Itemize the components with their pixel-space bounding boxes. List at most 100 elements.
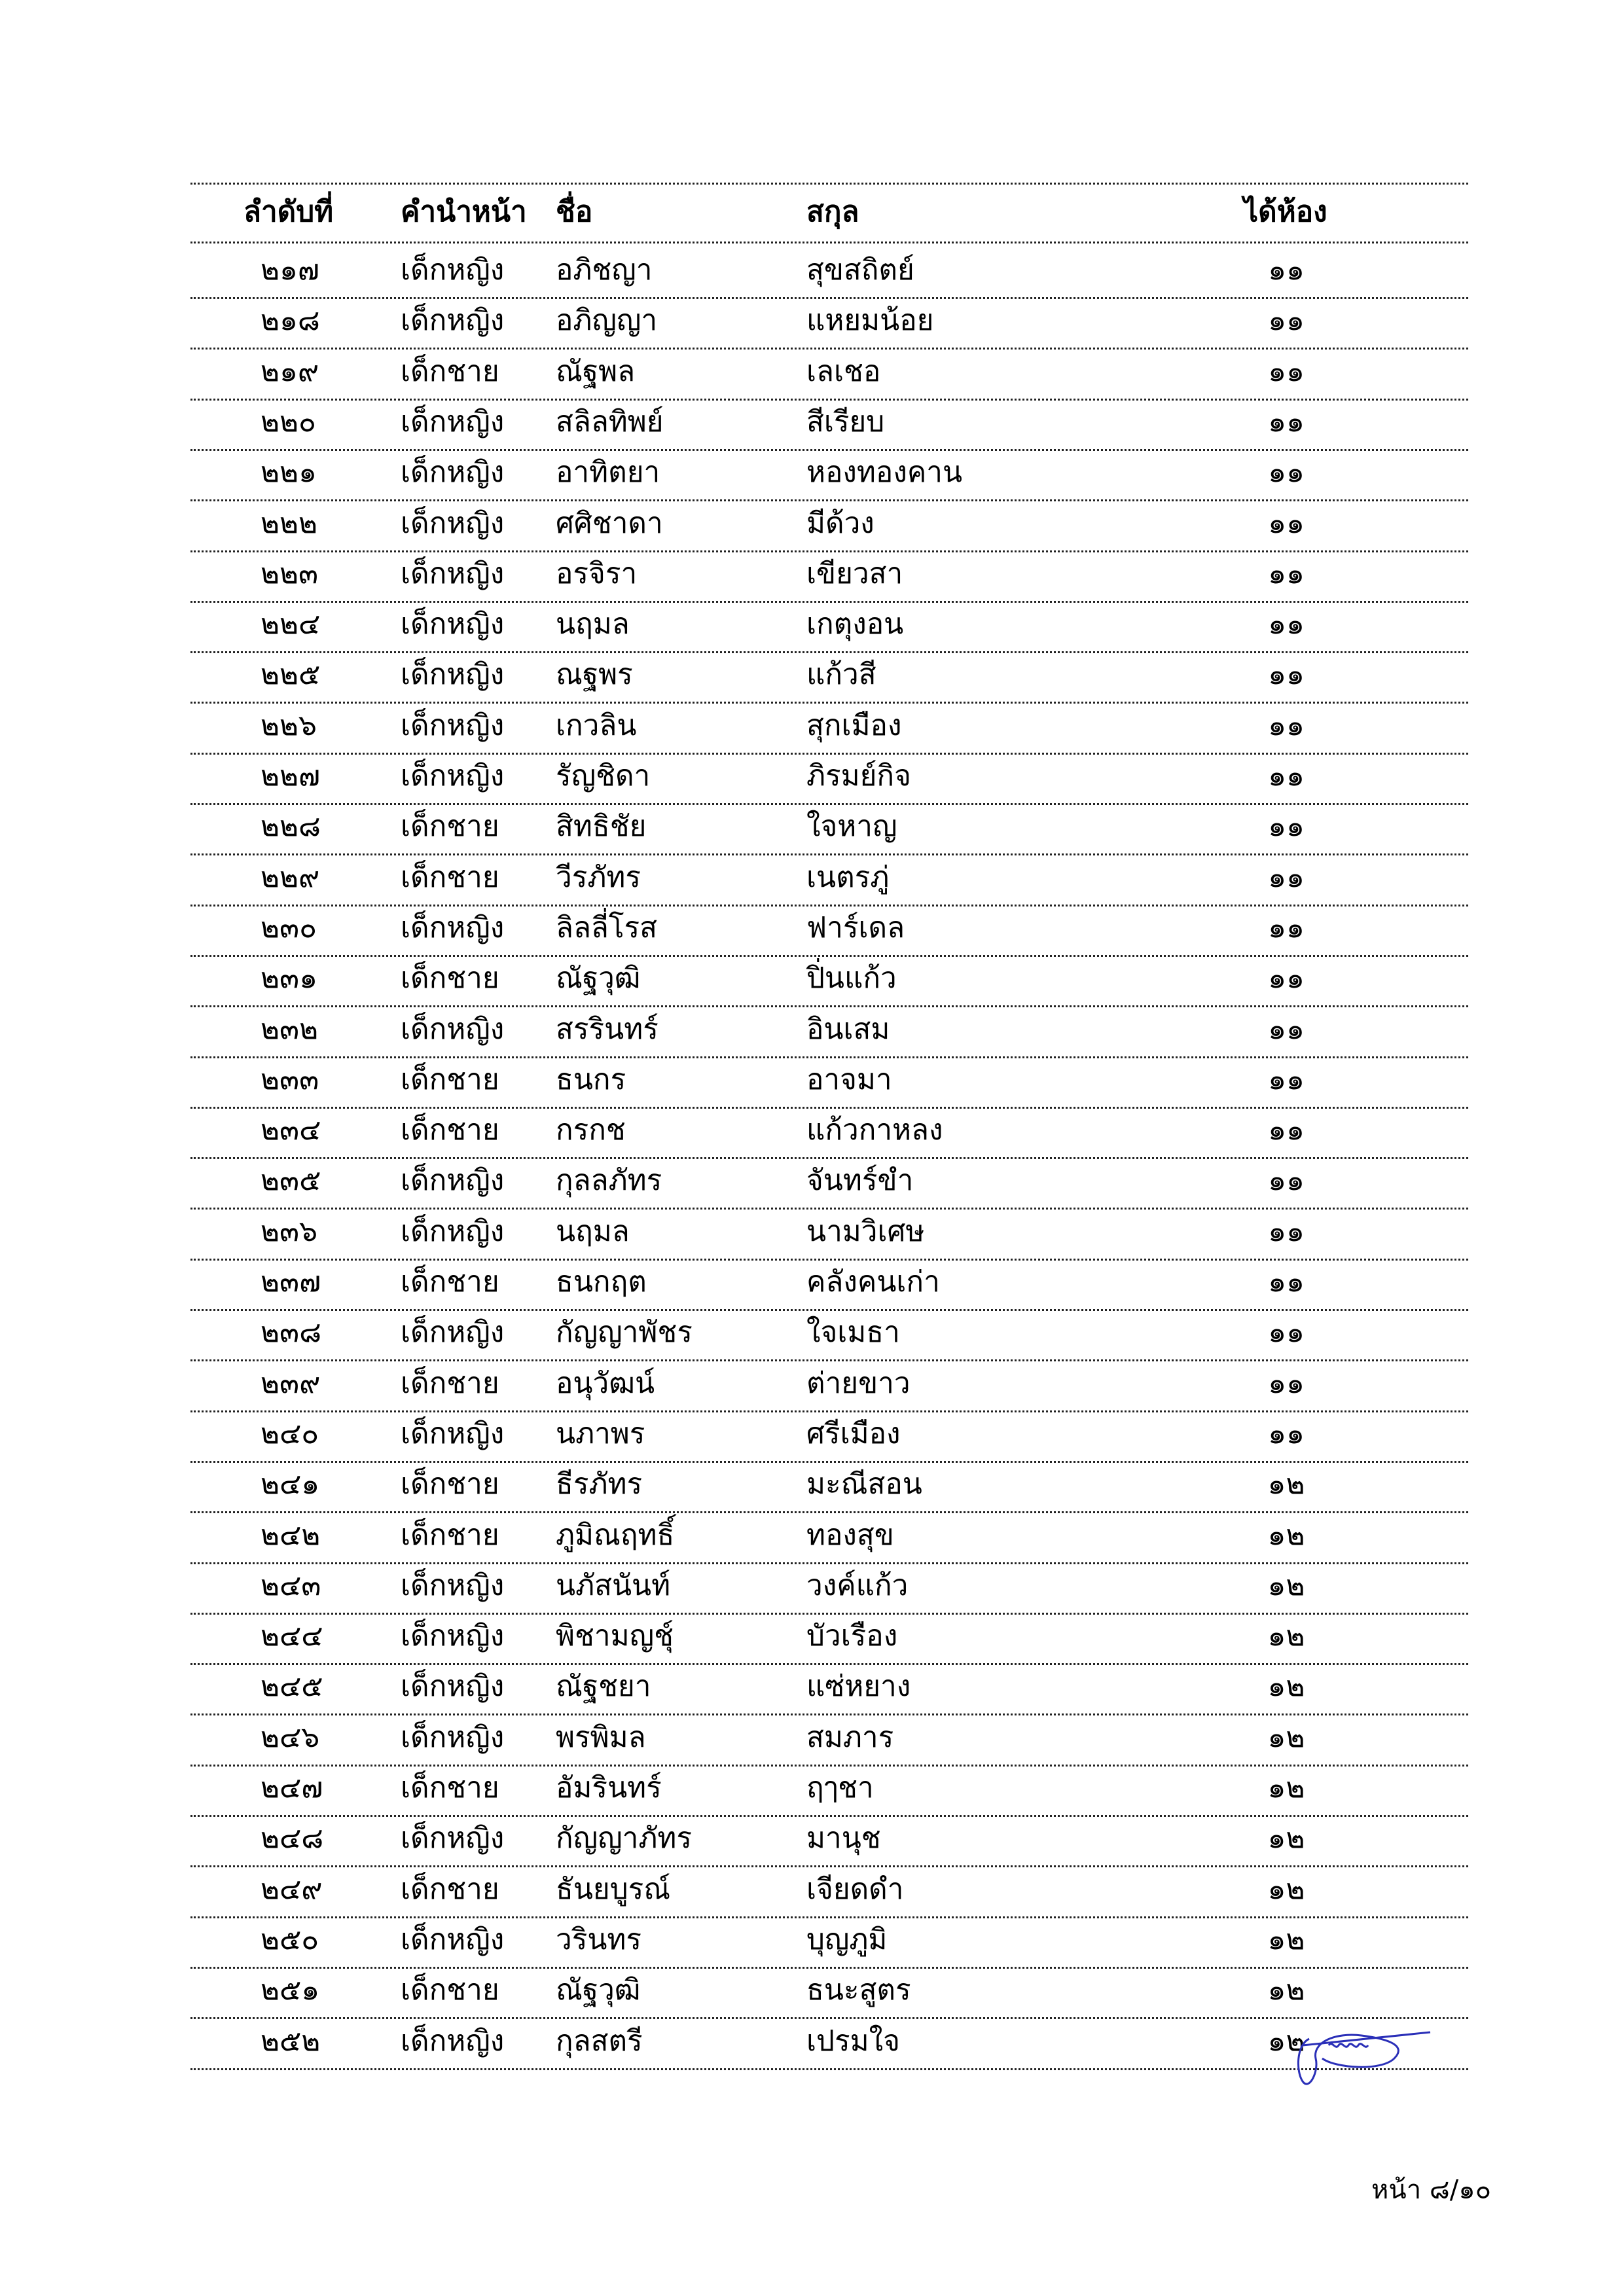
row-room: ๑๒ [1267, 1922, 1305, 1956]
row-room: ๑๑ [1268, 1164, 1305, 1198]
row-prefix: เด็กหญิง [401, 759, 505, 793]
row-number: ๒๓๖ [261, 1214, 318, 1248]
row-first-name: อัมรินทร์ [556, 1771, 662, 1804]
row-rule [190, 1966, 1468, 1969]
row-last-name: จันทร์ขำ [806, 1164, 914, 1198]
row-prefix: เด็กหญิง [401, 304, 505, 338]
row-prefix: เด็กชาย [401, 1062, 499, 1096]
row-first-name: อภิญญา [556, 304, 658, 338]
row-last-name: ฤๅชา [806, 1771, 874, 1804]
header-prefix: คำนำหน้า [401, 195, 527, 228]
row-rule [190, 1815, 1468, 1817]
row-prefix: เด็กหญิง [401, 1316, 505, 1350]
row-prefix: เด็กชาย [401, 1467, 499, 1501]
row-prefix: เด็กหญิง [401, 1214, 505, 1248]
row-last-name: แซ่หยาง [806, 1670, 911, 1704]
row-last-name: หองทองคาน [806, 456, 963, 490]
row-number: ๒๒๐ [261, 404, 316, 439]
row-first-name: สรรินทร์ [556, 1012, 659, 1046]
row-first-name: อรจิรา [556, 556, 638, 590]
row-first-name: ธันยบูรณ์ [556, 1872, 671, 1906]
row-rule [190, 1460, 1468, 1463]
row-number: ๒๓๙ [261, 1366, 321, 1400]
row-room: ๑๑ [1268, 404, 1305, 439]
row-last-name: ฟาร์เดล [806, 910, 905, 944]
row-number: ๒๕๒ [261, 2024, 321, 2058]
row-rule [190, 1410, 1468, 1412]
row-number: ๒๔๕ [261, 1670, 323, 1704]
row-room: ๑๒ [1267, 1973, 1305, 2007]
row-rule [190, 1612, 1468, 1615]
row-last-name: มีด้วง [806, 506, 875, 540]
row-rule [190, 398, 1468, 401]
row-prefix: เด็กหญิง [401, 1568, 505, 1602]
header-rule [190, 242, 1468, 243]
row-first-name: ธนกร [556, 1062, 626, 1096]
row-prefix: เด็กหญิง [401, 456, 505, 490]
row-rule [190, 1258, 1468, 1261]
row-last-name: คลังคนเก่า [806, 1265, 940, 1299]
row-last-name: เปรมใจ [806, 2024, 900, 2058]
row-room: ๑๒ [1267, 1518, 1305, 1552]
row-number: ๒๑๗ [261, 253, 320, 287]
row-number: ๒๔๓ [261, 1568, 321, 1602]
row-number: ๒๔๐ [261, 1416, 319, 1450]
row-number: ๒๒๒ [261, 506, 318, 540]
row-number: ๒๕๐ [261, 1922, 319, 1956]
row-last-name: แก้วกาหลง [806, 1113, 943, 1147]
row-prefix: เด็กชาย [401, 1265, 499, 1299]
row-last-name: สุขสถิตย์ [806, 253, 914, 287]
row-room: ๑๑ [1268, 810, 1305, 844]
row-room: ๑๑ [1268, 607, 1305, 641]
row-first-name: รัญชิดา [556, 759, 651, 793]
row-room: ๑๑ [1268, 1366, 1305, 1400]
row-number: ๒๑๙ [261, 354, 319, 388]
row-number: ๒๓๑ [261, 961, 318, 996]
row-room: ๑๑ [1268, 1113, 1305, 1147]
row-rule [190, 550, 1468, 552]
row-prefix: เด็กชาย [401, 1872, 499, 1906]
row-rule [190, 499, 1468, 502]
row-room: ๑๑ [1268, 1214, 1305, 1248]
row-last-name: ทองสุข [806, 1518, 894, 1552]
row-first-name: อนุวัฒน์ [556, 1366, 655, 1400]
table-top-rule [190, 183, 1468, 185]
row-prefix: เด็กหญิง [401, 1922, 505, 1956]
row-rule [190, 803, 1468, 805]
header-no: ลำดับที่ [244, 195, 334, 228]
row-room: ๑๑ [1268, 759, 1305, 793]
row-rule [190, 1056, 1468, 1058]
row-last-name: มานุช [806, 1821, 881, 1856]
row-last-name: เกตุงอน [806, 607, 904, 641]
row-first-name: กัญญาภัทร [556, 1821, 692, 1856]
row-first-name: กัญญาพัชร [556, 1316, 693, 1350]
row-rule [190, 954, 1468, 957]
row-prefix: เด็กหญิง [401, 910, 505, 944]
row-rule [190, 2068, 1468, 2070]
row-last-name: บัวเรือง [806, 1619, 898, 1653]
row-room: ๑๑ [1268, 1012, 1305, 1046]
row-last-name: สุกเมือง [806, 708, 902, 742]
row-rule [190, 600, 1468, 603]
row-number: ๒๓๔ [261, 1113, 321, 1147]
row-prefix: เด็กชาย [401, 354, 499, 388]
page-number: หน้า ๘/๑๐ [1371, 2175, 1492, 2205]
row-last-name: เขียวสา [806, 556, 903, 590]
row-last-name: มะณีสอน [806, 1467, 922, 1501]
row-first-name: พรพิมล [556, 1720, 646, 1754]
row-rule [190, 1511, 1468, 1514]
row-last-name: ศรีเมือง [806, 1416, 901, 1450]
row-last-name: ใจเมธา [806, 1316, 900, 1350]
row-prefix: เด็กชาย [401, 1113, 499, 1147]
row-prefix: เด็กหญิง [401, 658, 505, 692]
row-number: ๒๔๘ [261, 1821, 324, 1856]
row-first-name: นฤมล [556, 607, 630, 641]
row-first-name: วรินทร [556, 1922, 642, 1956]
row-room: ๑๑ [1268, 253, 1305, 287]
row-last-name: ปิ่นแก้ว [806, 961, 897, 996]
row-first-name: อาทิตยา [556, 456, 660, 490]
row-room: ๑๒ [1267, 1821, 1305, 1856]
row-rule [190, 904, 1468, 906]
header-room: ได้ห้อง [1244, 195, 1327, 228]
row-last-name: ธนะสูตร [806, 1973, 911, 2007]
